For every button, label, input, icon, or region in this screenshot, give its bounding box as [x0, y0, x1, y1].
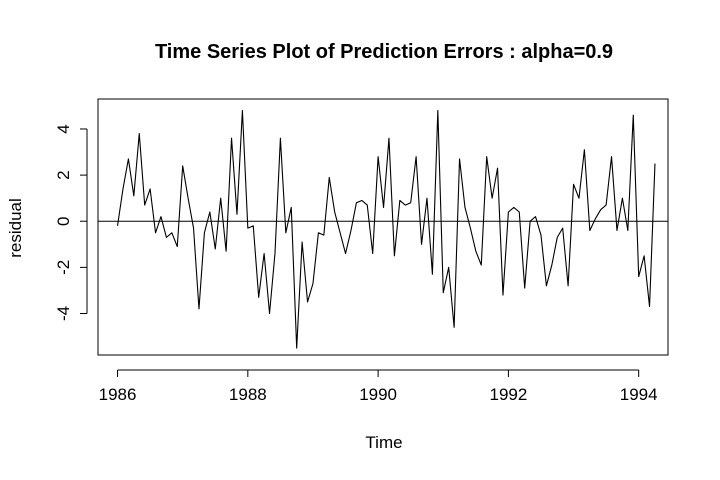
x-axis-ticks: 1986 1988 1990 1992 1994 — [99, 370, 658, 404]
plot-border — [98, 99, 668, 355]
y-tick-label: 0 — [54, 216, 73, 225]
y-tick-label: -2 — [54, 260, 73, 275]
x-tick-label: 1994 — [620, 385, 658, 404]
x-tick-label: 1992 — [489, 385, 527, 404]
chart-title: Time Series Plot of Prediction Errors : … — [155, 41, 613, 63]
y-tick-label: -4 — [54, 306, 73, 321]
residual-series-line — [118, 111, 655, 349]
y-axis-ticks: -4 -2 0 2 4 — [54, 124, 87, 321]
y-tick-label: 4 — [54, 124, 73, 133]
x-tick-label: 1988 — [229, 385, 267, 404]
x-tick-label: 1986 — [99, 385, 137, 404]
y-axis-label: residual — [6, 198, 25, 258]
y-tick-label: 2 — [54, 170, 73, 179]
x-tick-label: 1990 — [359, 385, 397, 404]
x-axis-label: Time — [365, 433, 402, 452]
